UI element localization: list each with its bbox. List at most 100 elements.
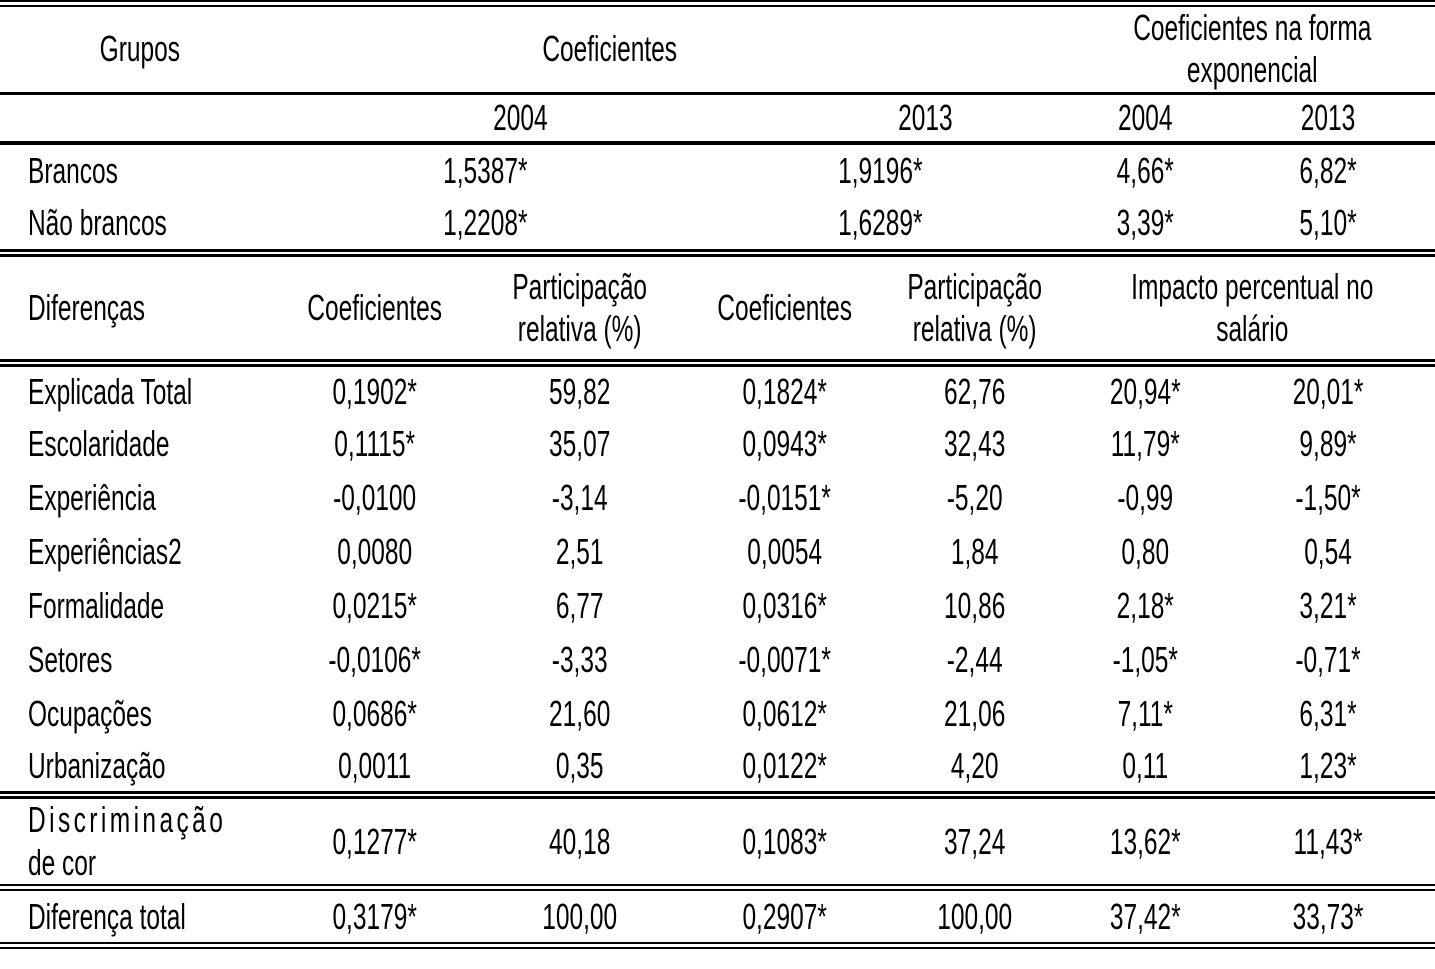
cell-value: 0,2907* [742, 895, 828, 937]
year-label: 2013 [897, 96, 953, 138]
header-part-2013: Participação relativa (%) [880, 253, 1070, 363]
header-part-2004: Participação relativa (%) [470, 253, 690, 363]
row-label-line2: de cor [28, 841, 97, 883]
cell-value: 1,9196* [837, 150, 923, 192]
cell-value: -1,05* [1112, 639, 1178, 681]
cell-value: 0,54 [1303, 531, 1352, 573]
cell-value: 10,86 [944, 585, 1006, 627]
cell-value: 0,0011 [338, 745, 412, 787]
row-label: Formalidade [0, 579, 280, 633]
cell-value: -3,33 [552, 639, 608, 681]
cell-value: 1,2208* [442, 202, 528, 244]
year-header-coef-2013: 2013 [690, 93, 1070, 143]
cell-value: 0,35 [556, 745, 604, 787]
year-label: 2004 [492, 96, 548, 138]
differences-header-row: Diferenças Coeficientes Participação rel… [0, 253, 1435, 364]
cell-value: -0,0151* [738, 477, 832, 519]
cell-value: -0,0071* [738, 639, 832, 681]
cell-value: -0,99 [1117, 477, 1173, 519]
cell-value: 40,18 [549, 820, 611, 862]
header-label-line1: Participação [907, 265, 1043, 307]
groups-header-row: Grupos Coeficientes Coeficientes na form… [0, 4, 1435, 94]
cell-value: 0,0316* [742, 585, 828, 627]
cell-value: 0,0080 [337, 531, 413, 573]
header-coef-2013: Coeficientes [690, 253, 880, 363]
row-label-text: Brancos [28, 150, 118, 192]
cell-value: -3,14 [552, 477, 608, 519]
row-label: Diferença total [0, 888, 280, 946]
row-label-line1: Discriminação [28, 799, 227, 841]
year-header-coef-2004: 2004 [280, 93, 690, 143]
header-exponencial-line2: exponencial [1187, 49, 1318, 91]
cell-value: 0,1115* [334, 423, 416, 465]
cell-value: 37,42* [1109, 895, 1181, 937]
row-label-text: Ocupações [28, 693, 152, 735]
cell-value: 0,0612* [742, 693, 828, 735]
cell-value: 62,76 [944, 371, 1006, 413]
row-label: Urbanização [0, 741, 280, 795]
table-row-explicada-total: Explicada Total 0,1902* 59,82 0,1824* 62… [0, 363, 1435, 417]
cell-value: 0,80 [1121, 531, 1169, 573]
table-row-experiencia: Experiência -0,0100 -3,14 -0,0151* -5,20… [0, 471, 1435, 525]
cell-value: 7,11* [1117, 693, 1173, 735]
row-label-text: Não brancos [28, 202, 167, 244]
row-label-text: Formalidade [28, 585, 165, 627]
cell-value: 0,1277* [332, 820, 418, 862]
row-label: Experiência [0, 471, 280, 525]
table-row-escolaridade: Escolaridade 0,1115* 35,07 0,0943* 32,43… [0, 417, 1435, 471]
cell-value: 0,0122* [742, 745, 828, 787]
cell-value: 0,1902* [332, 371, 418, 413]
header-diferencas: Diferenças [0, 253, 280, 363]
cell-value: 4,66* [1116, 150, 1174, 192]
header-exponencial-line1: Coeficientes na forma [1133, 7, 1372, 48]
row-label-text: Diferença total [28, 895, 186, 937]
table-row-discriminacao-de-cor: Discriminação de cor 0,1277* 40,18 0,108… [0, 795, 1435, 888]
row-label-text: Setores [28, 639, 113, 681]
table-row-urbanizacao: Urbanização 0,0011 0,35 0,0122* 4,20 0,1… [0, 741, 1435, 796]
header-impacto: Impacto percentual no salário [1070, 253, 1435, 363]
cell-value: -1,50* [1294, 477, 1361, 519]
cell-value: 2,18* [1116, 585, 1174, 627]
header-label: Coeficientes [717, 287, 853, 329]
cell-value: 1,84 [951, 531, 999, 573]
header-coeficientes-label: Coeficientes [542, 28, 678, 70]
table-row-setores: Setores -0,0106* -3,33 -0,0071* -2,44 -1… [0, 633, 1435, 687]
cell-value: 35,07 [549, 423, 611, 465]
cell-value: 0,11 [1122, 745, 1168, 787]
cell-value: 100,00 [937, 895, 1013, 937]
table-row-nao-brancos: Não brancos 1,2208* 1,6289* 3,39* 5,10* [0, 197, 1435, 254]
cell-coef-2013: 1,9196* [690, 143, 1070, 197]
header-coeficientes: Coeficientes [280, 4, 1070, 94]
cell-value: 4,20 [951, 745, 999, 787]
row-label: Escolaridade [0, 417, 280, 471]
header-label: Coeficientes [307, 287, 443, 329]
cell-value: -0,0106* [328, 639, 422, 681]
row-label: Experiências2 [0, 525, 280, 579]
year-label: 2013 [1300, 96, 1355, 138]
header-impacto-line2: salário [1216, 308, 1289, 350]
cell-value: 1,6289* [837, 202, 923, 244]
cell-value: 6,77 [556, 585, 604, 627]
table-row-experiencias2: Experiências2 0,0080 2,51 0,0054 1,84 0,… [0, 525, 1435, 579]
cell-value: 13,62* [1109, 820, 1181, 862]
cell-value: 20,94* [1109, 371, 1181, 413]
row-label: Explicada Total [0, 363, 280, 417]
header-coef-2004: Coeficientes [280, 253, 470, 363]
row-label: Setores [0, 633, 280, 687]
row-label: Ocupações [0, 687, 280, 741]
cell-value: 6,31* [1298, 693, 1357, 735]
cell-value: 3,21* [1298, 585, 1357, 627]
cell-value: 0,1083* [742, 820, 828, 862]
row-label-text: Experiência [28, 477, 156, 519]
cell-value: 21,06 [944, 693, 1006, 735]
year-label: 2004 [1117, 96, 1173, 138]
cell-value: 37,24 [944, 820, 1006, 862]
cell-value: 11,79* [1110, 423, 1180, 465]
cell-value: 1,23* [1298, 745, 1357, 787]
cell-value: 59,82 [549, 371, 611, 413]
cell-exp-2004: 3,39* [1070, 197, 1220, 253]
cell-value: 33,73* [1292, 895, 1363, 937]
header-grupos-label: Grupos [99, 28, 181, 70]
table-row-formalidade: Formalidade 0,0215* 6,77 0,0316* 10,86 2… [0, 579, 1435, 633]
